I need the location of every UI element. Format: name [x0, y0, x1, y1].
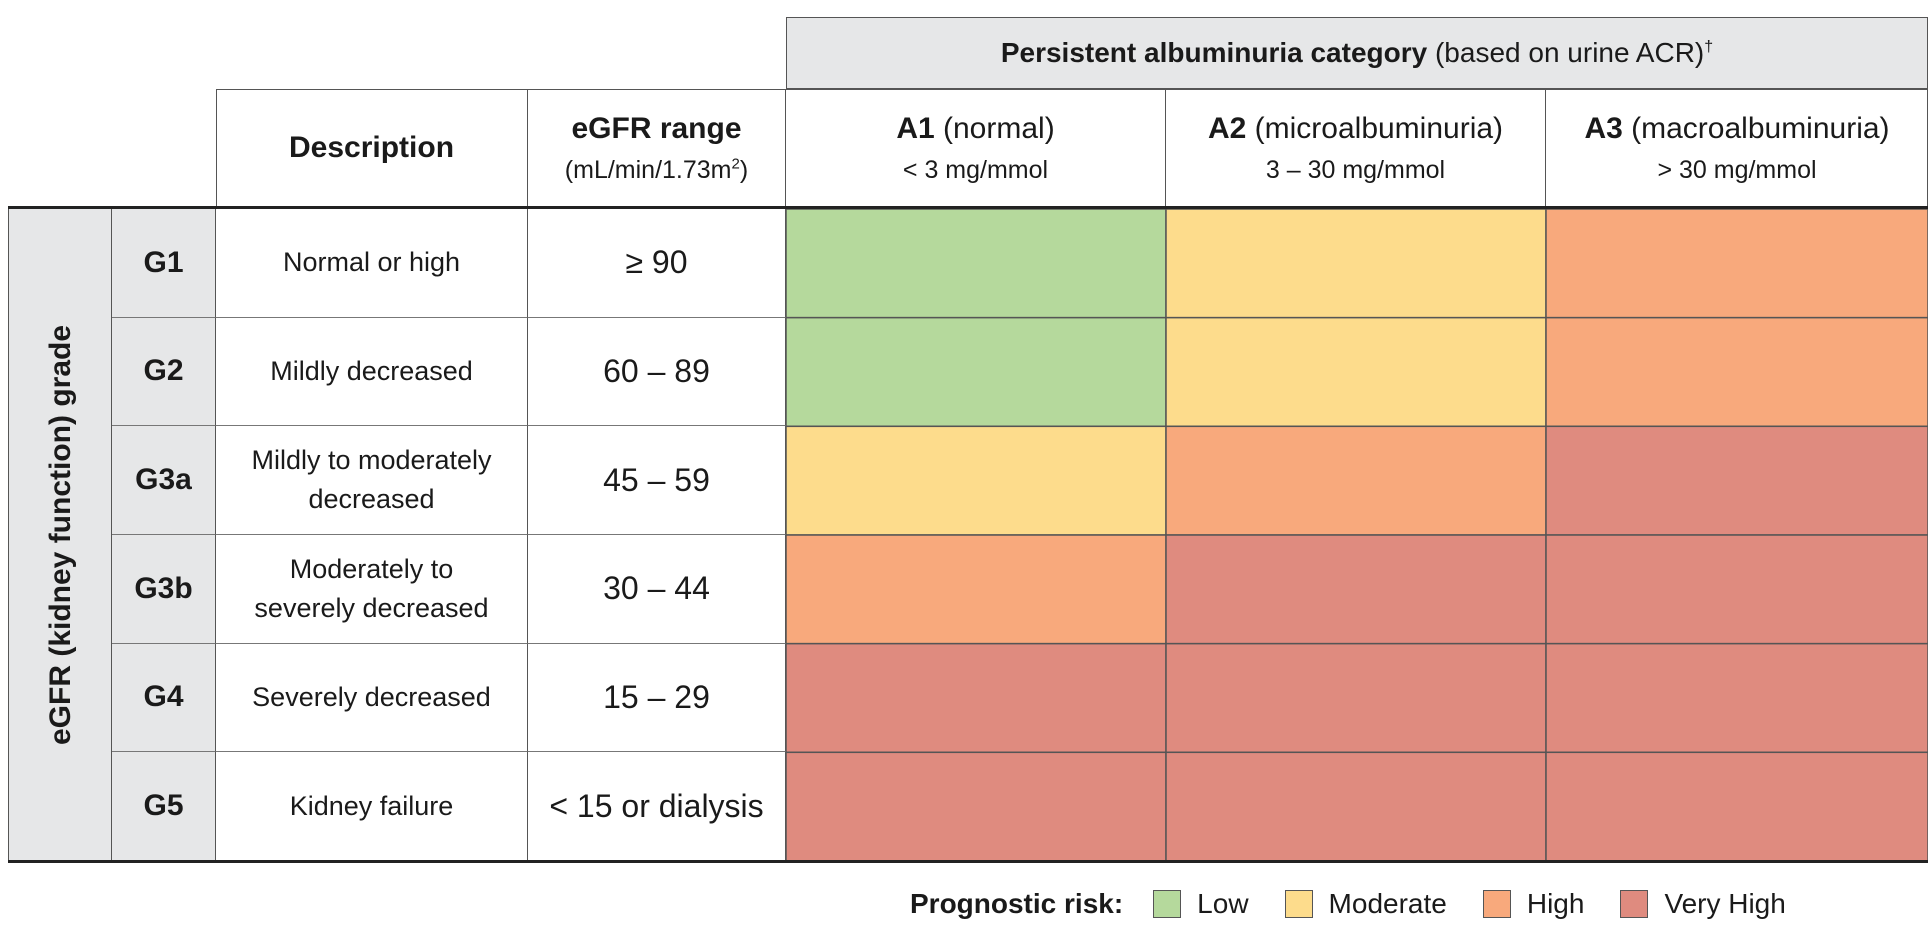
heatmap-cell-g1-a2 [1165, 209, 1547, 319]
grade-g2: G2 [112, 317, 216, 427]
albuminuria-category-header: Persistent albuminuria category (based o… [786, 17, 1928, 89]
a2-name: (microalbuminuria) [1246, 111, 1504, 145]
legend-swatch-high [1482, 890, 1511, 918]
a2-range: 3 – 30 mg/mmol [1265, 156, 1446, 185]
a1-code: A1 [896, 111, 935, 145]
egfr-grade-axis-label: eGFR (kidney function) grade [44, 324, 77, 746]
legend-swatch-moderate [1284, 890, 1313, 918]
dagger-mark: † [1704, 38, 1714, 56]
egfr-range-column-header: eGFR range (mL/min/1.73m2) [528, 89, 786, 207]
a3-code: A3 [1584, 111, 1623, 145]
heatmap-cell-g2-a2 [1165, 316, 1547, 428]
egfr-range-g3b: 30 – 44 [528, 535, 786, 644]
description-g2: Mildly decreased [216, 317, 528, 427]
a3-range: > 30 mg/mmol [1657, 156, 1817, 185]
heatmap-cell-g5-a3 [1545, 751, 1928, 861]
a3-column-header: A3 (macroalbuminuria) > 30 mg/mmol [1546, 89, 1928, 207]
legend-label-moderate: Moderate [1328, 888, 1447, 919]
legend-items: Low Moderate High Very High [1153, 888, 1822, 920]
heatmap-cell-g5-a2 [1165, 751, 1547, 861]
risk-heatmap [786, 209, 1928, 861]
egfr-range-g3a: 45 – 59 [528, 426, 786, 535]
legend-label-very-high: Very High [1664, 888, 1786, 919]
egfr-range-g1: ≥ 90 [528, 209, 786, 318]
header-rule [8, 206, 1928, 209]
egfr-range-g5: < 15 or dialysis [528, 752, 786, 861]
heatmap-cell-g3a-a3 [1545, 425, 1928, 536]
egfr-range-g4: 15 – 29 [528, 643, 786, 753]
description-g3a: Mildly to moderately decreased [216, 426, 528, 535]
heatmap-cell-g3a-a1 [786, 425, 1167, 536]
heatmap-cell-g4-a3 [1545, 642, 1928, 754]
heatmap-cell-g4-a1 [786, 642, 1167, 754]
legend-swatch-low [1153, 890, 1182, 918]
a1-column-header: A1 (normal) < 3 mg/mmol [786, 89, 1166, 207]
legend-title: Prognostic risk: [910, 888, 1124, 919]
a2-code: A2 [1207, 111, 1247, 145]
grade-g1: G1 [112, 209, 216, 318]
a1-name: (normal) [934, 111, 1055, 145]
a1-range: < 3 mg/mmol [902, 156, 1049, 185]
egfr-range-g2: 60 – 89 [528, 317, 786, 427]
heatmap-cell-g3b-a1 [786, 534, 1167, 645]
description-g5: Kidney failure [216, 752, 528, 861]
heatmap-cell-g3b-a3 [1545, 534, 1928, 645]
heatmap-cell-g3a-a2 [1165, 425, 1547, 536]
grade-g5: G5 [112, 752, 216, 861]
bottom-rule [8, 860, 1928, 863]
legend-label-low: Low [1197, 888, 1249, 919]
egfr-units: (mL/min/1.73m2) [564, 155, 749, 185]
heatmap-cell-g5-a1 [786, 751, 1167, 861]
side-label-cell: eGFR (kidney function) grade [8, 209, 112, 861]
a2-column-header: A2 (microalbuminuria) 3 – 30 mg/mmol [1166, 89, 1546, 207]
heatmap-cell-g4-a2 [1165, 642, 1547, 754]
albuminuria-header-rest: (based on urine ACR) [1427, 37, 1705, 68]
grade-g3b: G3b [112, 535, 216, 644]
legend-label-high: High [1526, 888, 1585, 919]
grade-g4: G4 [112, 643, 216, 753]
description-column-header: Description [216, 89, 528, 207]
heatmap-cell-g1-a3 [1545, 209, 1928, 319]
description-g4: Severely decreased [216, 643, 528, 753]
albuminuria-header-bold: Persistent albuminuria category [1000, 37, 1428, 68]
legend-swatch-very-high [1620, 890, 1649, 918]
prognostic-risk-legend: Prognostic risk: Low Moderate High Very Hig… [910, 884, 1822, 924]
heatmap-cell-g2-a1 [786, 316, 1167, 428]
description-g1: Normal or high [216, 209, 528, 318]
heatmap-cell-g3b-a2 [1165, 534, 1547, 645]
egfr-range-title: eGFR range [571, 111, 742, 145]
heatmap-cell-g1-a1 [786, 209, 1167, 319]
heatmap-cell-g2-a3 [1545, 316, 1928, 428]
a3-name: (macroalbuminuria) [1622, 111, 1890, 145]
description-header-label: Description [288, 131, 455, 165]
description-g3b: Moderately to severely decreased [216, 535, 528, 644]
grade-rows: G1 Normal or high ≥ 90 G2 Mildly decreased 60… [112, 209, 1928, 861]
grade-g3a: G3a [112, 426, 216, 535]
